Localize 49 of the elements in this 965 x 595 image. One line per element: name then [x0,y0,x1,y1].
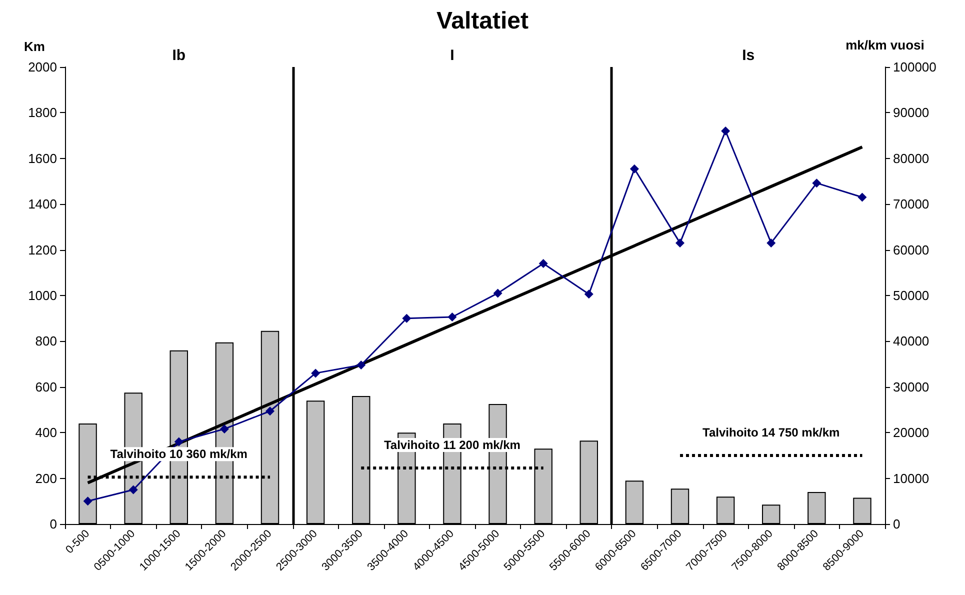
point [766,238,776,248]
y-tick-label: 1600 [28,150,57,166]
text: Is [742,47,755,64]
y2-tick-label: 60000 [893,242,930,258]
point [128,485,138,494]
y2-tick-label: 50000 [893,288,930,303]
y2-tick-label: 70000 [893,196,930,212]
point [721,126,730,136]
point [83,496,92,506]
text: Ib [172,47,186,64]
series-label: Talvihoito 14 750 mk/km [702,425,840,440]
point [538,259,548,268]
point [356,360,366,370]
y2-tick-label: 10000 [893,470,930,486]
y2-tick-label: 80000 [893,150,930,166]
y-tick-label: 400 [35,425,57,440]
y-tick-label: 600 [35,379,57,394]
y2-tick-label: 40000 [893,334,930,349]
y2-axis-title: mk/km vuosi [846,38,924,52]
y2-tick-label: 20000 [893,425,930,440]
y-axis-title: Km [24,39,45,54]
point [812,178,822,188]
y-tick-label: 200 [35,470,57,486]
y2-tick-label: 90000 [893,105,930,120]
point [676,238,684,248]
point [402,314,412,323]
point [584,290,594,299]
y2-tick-label: 100000 [893,60,936,74]
y-tick-label: 0 [50,516,57,532]
y-tick-label: 1200 [28,242,57,258]
point [630,164,639,174]
point [220,424,229,434]
point [493,288,502,298]
y-tick-label: 1000 [28,288,57,303]
series-label: Talvihoito 11 200 mk/km [384,438,520,452]
series-label: Talvihoito 10 360 mk/km [110,447,248,462]
y2-tick-label: 30000 [893,379,930,394]
y-tick-label: 1400 [28,196,57,212]
y-tick-label: 2000 [28,60,57,74]
point [311,368,320,378]
chart-title: Valtatiet [436,8,529,34]
text: I [450,47,454,64]
point [266,406,274,416]
point [858,192,867,202]
point [174,437,184,446]
y-tick-label: 1800 [28,105,57,120]
y-tick-label: 800 [35,334,57,349]
y2-tick-label: 0 [893,516,900,532]
point [448,312,457,322]
